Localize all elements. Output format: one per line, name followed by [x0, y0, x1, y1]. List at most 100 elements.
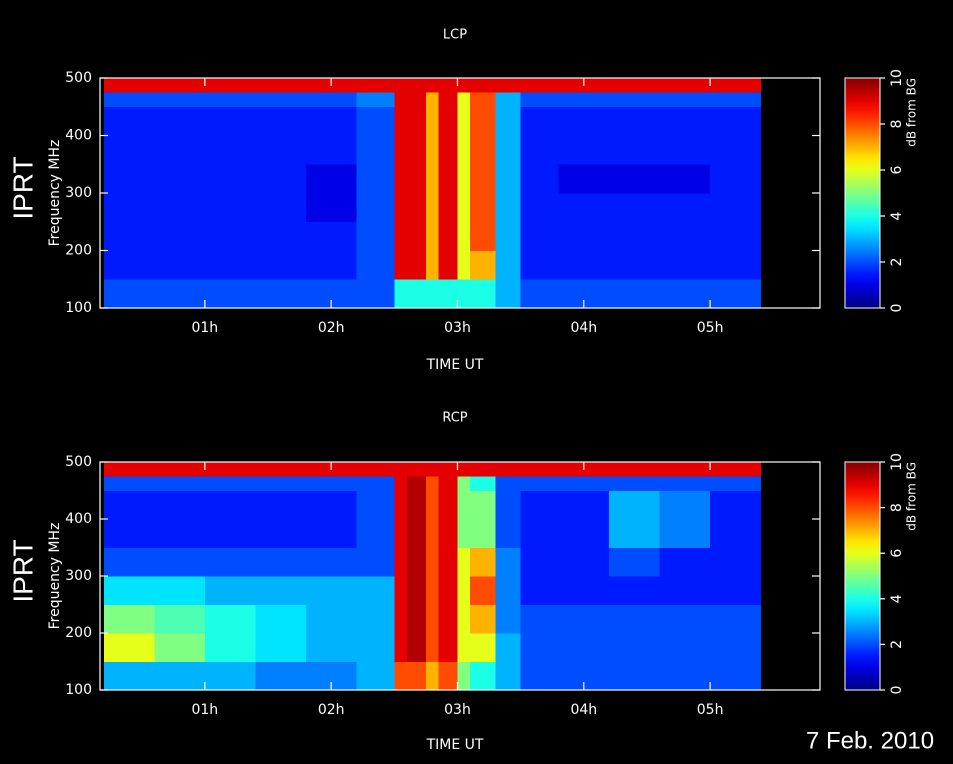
heatmap-cell: [659, 164, 711, 194]
heatmap-cell: [394, 279, 408, 309]
heatmap-cell: [154, 519, 206, 548]
heatmap-cell: [154, 462, 206, 477]
heatmap-cell: [710, 78, 761, 93]
instrument-label: IPRT: [7, 539, 38, 602]
heatmap-cell: [470, 576, 496, 605]
heatmap-cell: [457, 476, 471, 491]
heatmap-cell: [425, 661, 439, 691]
heatmap-cell: [406, 633, 427, 662]
heatmap-cell: [457, 576, 471, 605]
heatmap-cell: [438, 661, 458, 691]
heatmap-cell: [356, 221, 395, 251]
heatmap-cell: [425, 164, 439, 194]
heatmap-cell: [356, 547, 395, 577]
heatmap-cell: [394, 78, 408, 93]
heatmap-cell: [457, 135, 471, 165]
heatmap-cell: [558, 576, 610, 605]
heatmap-cell: [154, 164, 206, 194]
heatmap-cell: [255, 221, 307, 251]
heatmap-cell: [659, 106, 711, 136]
heatmap-cell: [438, 250, 458, 280]
heatmap-cell: [520, 279, 559, 309]
heatmap-cell: [103, 604, 155, 634]
heatmap-cell: [103, 164, 155, 194]
heatmap-cell: [710, 106, 761, 136]
heatmap-cell: [204, 250, 256, 280]
heatmap-cell: [710, 279, 761, 309]
y-tick-label: 400: [65, 511, 92, 527]
heatmap-cell: [470, 279, 496, 309]
heatmap-cell: [558, 604, 610, 634]
heatmap-cell: [406, 250, 427, 280]
heatmap-cell: [204, 193, 256, 223]
heatmap-cell: [425, 250, 439, 280]
heatmap-cell: [520, 92, 559, 108]
heatmap-cell: [495, 106, 521, 136]
heatmap-cell: [457, 250, 471, 280]
heatmap-cell: [425, 193, 439, 223]
heatmap-cell: [609, 476, 660, 491]
heatmap-cell: [406, 92, 427, 108]
heatmap-cell: [495, 576, 521, 605]
heatmap-cell: [457, 92, 471, 108]
heatmap-cell: [495, 604, 521, 634]
heatmap-cell: [305, 193, 357, 223]
heatmap-cell: [255, 164, 307, 194]
x-tick-label: 03h: [444, 702, 471, 718]
heatmap-cell: [255, 462, 307, 477]
heatmap-cell: [356, 661, 395, 691]
heatmap-cell: [103, 519, 155, 548]
heatmap-cell: [495, 661, 521, 691]
y-tick-label: 500: [65, 454, 92, 470]
heatmap-cell: [305, 519, 357, 548]
heatmap-cell: [154, 92, 206, 108]
heatmap-cell: [255, 576, 307, 605]
heatmap-cell: [558, 106, 610, 136]
heatmap-cell: [425, 78, 439, 93]
heatmap-cell: [609, 92, 660, 108]
heatmap-cell: [438, 221, 458, 251]
x-tick-label: 01h: [191, 320, 218, 336]
heatmap-cell: [470, 135, 496, 165]
heatmap-cell: [457, 462, 471, 477]
heatmap-cell: [406, 164, 427, 194]
heatmap-cell: [659, 279, 711, 309]
heatmap-cell: [470, 519, 496, 548]
heatmap-cell: [255, 279, 307, 309]
x-tick-label: 05h: [697, 702, 724, 718]
heatmap-cell: [255, 92, 307, 108]
x-axis-label: TIME UT: [426, 357, 484, 373]
heatmap-cell: [659, 78, 711, 93]
colorbar-tick-label: 8: [889, 120, 905, 129]
heatmap-cell: [356, 106, 395, 136]
heatmap-cell: [204, 633, 256, 662]
heatmap-cell: [406, 135, 427, 165]
panel-title: RCP: [442, 411, 467, 426]
x-tick-label: 01h: [191, 702, 218, 718]
heatmap-cell: [356, 476, 395, 491]
heatmap-cell: [406, 221, 427, 251]
heatmap-cell: [710, 576, 761, 605]
heatmap-cell: [425, 279, 439, 309]
heatmap-cell: [457, 193, 471, 223]
heatmap-cell: [609, 221, 660, 251]
heatmap-cell: [255, 476, 307, 491]
heatmap-cell: [103, 193, 155, 223]
heatmap-cell: [495, 279, 521, 309]
heatmap-cell: [204, 92, 256, 108]
heatmap-cell: [558, 519, 610, 548]
heatmap-cell: [558, 193, 610, 223]
colorbar-tick-label: 0: [889, 304, 905, 313]
y-tick-label: 300: [65, 185, 92, 201]
heatmap-cell: [255, 604, 307, 634]
heatmap-cell: [394, 604, 408, 634]
heatmap-cell: [406, 519, 427, 548]
heatmap-cell: [609, 279, 660, 309]
x-tick-label: 02h: [318, 702, 345, 718]
heatmap-cell: [438, 135, 458, 165]
heatmap-cell: [406, 576, 427, 605]
x-tick-label: 04h: [570, 320, 597, 336]
heatmap-cell: [438, 519, 458, 548]
heatmap-cell: [356, 490, 395, 520]
heatmap-cell: [356, 250, 395, 280]
